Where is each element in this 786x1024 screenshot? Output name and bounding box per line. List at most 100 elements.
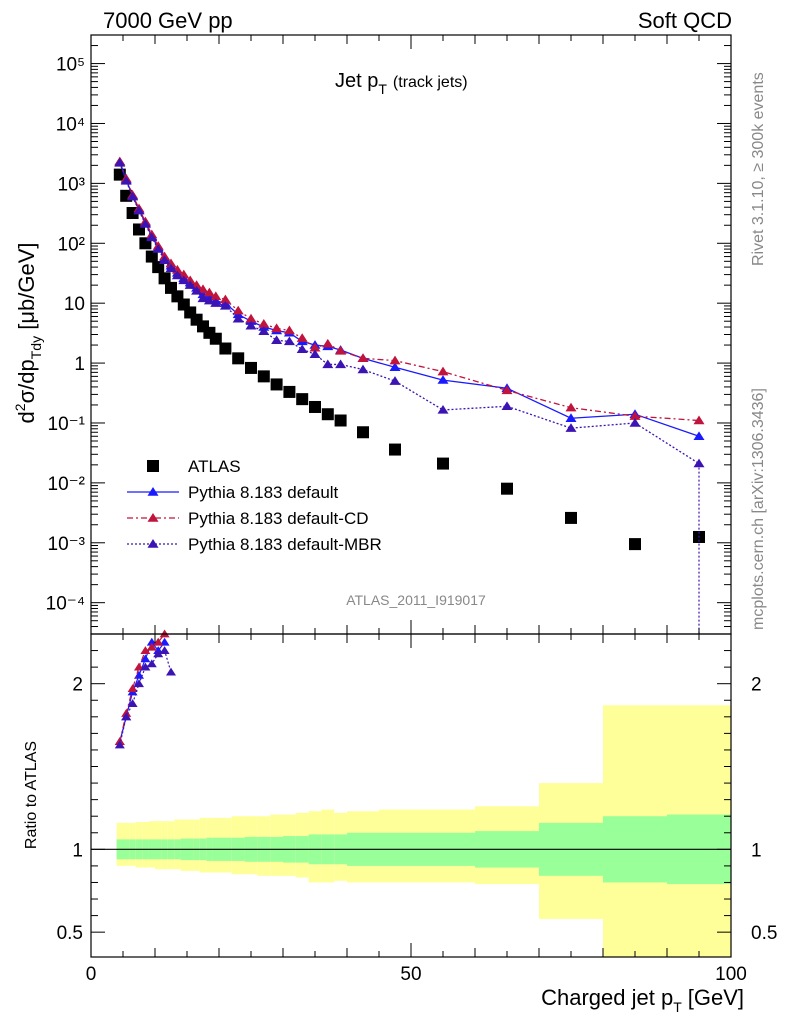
mc-point <box>296 333 308 342</box>
plot-title-extra: (track jets) <box>393 74 468 91</box>
ratio-point <box>146 659 157 668</box>
ratio-panel: Ratio to ATLAS Charged jet pT [GeV] <box>23 629 744 1015</box>
x-axis-label-sub: T <box>673 999 682 1015</box>
x-axis-label-unit: [GeV] <box>688 985 744 1010</box>
plot-title: Jet pT (track jets) <box>335 70 468 97</box>
ratio-ytick-label-right: 0.5 <box>751 923 777 944</box>
legend-item-2: Pythia 8.183 default-CD <box>127 509 369 528</box>
atlas-point <box>209 332 222 345</box>
mc-point <box>357 353 369 363</box>
series-3 <box>114 157 705 468</box>
atlas-point <box>245 361 257 374</box>
ratio-point <box>159 646 170 654</box>
y-axis-label: d2σ/dpTdy [μb/GeV] <box>12 243 44 424</box>
mc-point <box>171 270 183 280</box>
ratio-xtick-label: 0 <box>86 964 97 985</box>
ratio-point <box>127 699 138 707</box>
atlas-point <box>629 538 641 551</box>
ratio-ytick-label: 1 <box>72 840 83 861</box>
mc-point <box>203 287 215 297</box>
ratio-uncertainty-bands <box>91 705 731 957</box>
legend-item-3: Pythia 8.183 default-MBR <box>127 535 382 554</box>
atlas-point <box>152 261 165 274</box>
mc-point <box>219 300 231 310</box>
plot-title-sub: T <box>378 81 387 97</box>
analysis-watermark: ATLAS_2011_I919017 <box>346 592 486 608</box>
y-axis-label-d: d <box>14 411 39 423</box>
main-ytick-label: 10⁻¹ <box>48 414 86 435</box>
mc-point <box>210 298 222 307</box>
ratio-point <box>134 662 144 671</box>
ratio-point <box>140 654 151 663</box>
atlas-point <box>219 342 232 355</box>
y-axis-label-sup: 2 <box>12 403 28 411</box>
legend-marker <box>147 513 159 522</box>
ratio-point <box>140 662 151 671</box>
mc-point <box>120 175 132 185</box>
x-axis-label-main: Charged jet p <box>541 985 673 1010</box>
mc-point <box>565 413 577 422</box>
mc-point <box>165 263 177 273</box>
atlas-point <box>283 385 296 398</box>
mc-point <box>629 418 641 427</box>
y-axis-label-sigma: σ/dp <box>14 359 39 403</box>
ratio-series-2 <box>114 646 176 749</box>
x-axis-label: Charged jet pT [GeV] <box>541 985 744 1015</box>
mc-point <box>501 401 513 410</box>
y-axis-label-unit: [μb/GeV] <box>14 243 39 336</box>
mc-point <box>139 219 151 228</box>
atlas-point <box>321 408 334 421</box>
mc-point <box>114 157 126 167</box>
mc-point <box>309 349 321 359</box>
ratio-ytick-label-right: 2 <box>751 675 762 696</box>
atlas-point <box>270 378 283 391</box>
mc-point <box>437 366 449 376</box>
mc-point <box>203 295 215 305</box>
ratio-point <box>140 646 151 654</box>
main-ytick-label: 10 <box>64 294 85 315</box>
series-2 <box>114 156 705 425</box>
svg-text:d2σ/dpTdy [μb/GeV]: d2σ/dpTdy [μb/GeV] <box>12 243 44 424</box>
main-ytick-label: 10² <box>58 234 85 255</box>
ratio-data-marks <box>114 629 176 749</box>
legend-label: Pythia 8.183 default-CD <box>188 509 369 528</box>
ratio-point <box>121 712 132 721</box>
legend-label: Pythia 8.183 default-MBR <box>188 535 382 554</box>
ratio-point <box>166 667 176 676</box>
ratio-point <box>134 679 144 688</box>
atlas-point <box>501 482 513 495</box>
ratio-point <box>153 649 164 658</box>
mc-point <box>389 355 401 365</box>
series-0 <box>113 168 705 551</box>
ratio-point <box>114 740 125 749</box>
mc-point <box>133 205 145 215</box>
mc-point <box>335 345 347 355</box>
mc-point <box>127 191 139 201</box>
mc-point <box>389 362 401 372</box>
ratio-y-label: Ratio to ATLAS <box>23 741 40 849</box>
mc-point <box>271 323 283 333</box>
main-ytick-label: 1 <box>74 354 85 375</box>
legend-item-0: ATLAS <box>147 457 241 476</box>
mc-point <box>197 293 209 303</box>
ratio-ytick-label: 0.5 <box>57 923 83 944</box>
ratio-point <box>146 637 157 646</box>
main-data-marks <box>113 156 705 634</box>
mc-point <box>197 284 209 294</box>
legend-marker <box>147 487 159 496</box>
ratio-xtick-label: 100 <box>715 964 747 985</box>
y-axis-label-sub: Tdy <box>28 336 44 359</box>
atlas-point <box>232 352 245 365</box>
mc-point <box>283 325 295 335</box>
ratio-point <box>127 684 138 693</box>
mc-point <box>322 359 334 369</box>
mc-point <box>159 255 171 265</box>
mc-point <box>258 326 270 335</box>
legend-marker <box>147 460 159 472</box>
mc-point <box>152 244 164 253</box>
ratio-point <box>153 637 164 646</box>
series-line-3 <box>119 162 700 465</box>
ratio-point <box>146 642 157 651</box>
legend: ATLAS Pythia 8.183 default Pythia 8.183 de… <box>127 457 382 554</box>
ratio-line-2 <box>119 649 172 746</box>
